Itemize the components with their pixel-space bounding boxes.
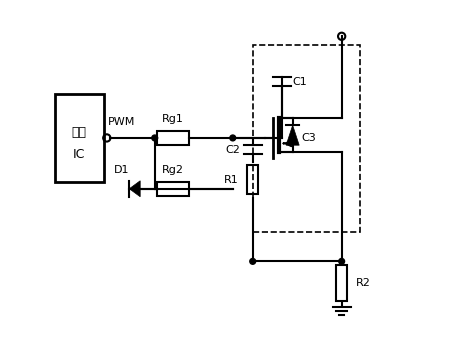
Text: C1: C1 xyxy=(293,77,308,87)
Bar xyxy=(156,131,189,145)
Polygon shape xyxy=(129,181,140,197)
Bar xyxy=(156,182,189,196)
Text: Rg1: Rg1 xyxy=(162,114,184,124)
Text: Rg2: Rg2 xyxy=(162,165,184,175)
Text: IC: IC xyxy=(73,148,85,161)
Polygon shape xyxy=(286,125,299,145)
Bar xyxy=(253,45,360,232)
Text: C2: C2 xyxy=(225,145,240,155)
Bar xyxy=(336,265,347,301)
Text: PWM: PWM xyxy=(108,117,136,127)
Bar xyxy=(55,94,104,182)
Bar xyxy=(247,165,258,194)
Text: 电源: 电源 xyxy=(72,126,87,139)
Text: D1: D1 xyxy=(114,165,130,175)
Text: R2: R2 xyxy=(356,278,371,288)
Circle shape xyxy=(250,258,256,264)
Text: R1: R1 xyxy=(223,175,238,185)
Text: C3: C3 xyxy=(302,133,317,143)
Circle shape xyxy=(152,135,157,141)
Circle shape xyxy=(230,135,236,141)
Circle shape xyxy=(339,258,345,264)
